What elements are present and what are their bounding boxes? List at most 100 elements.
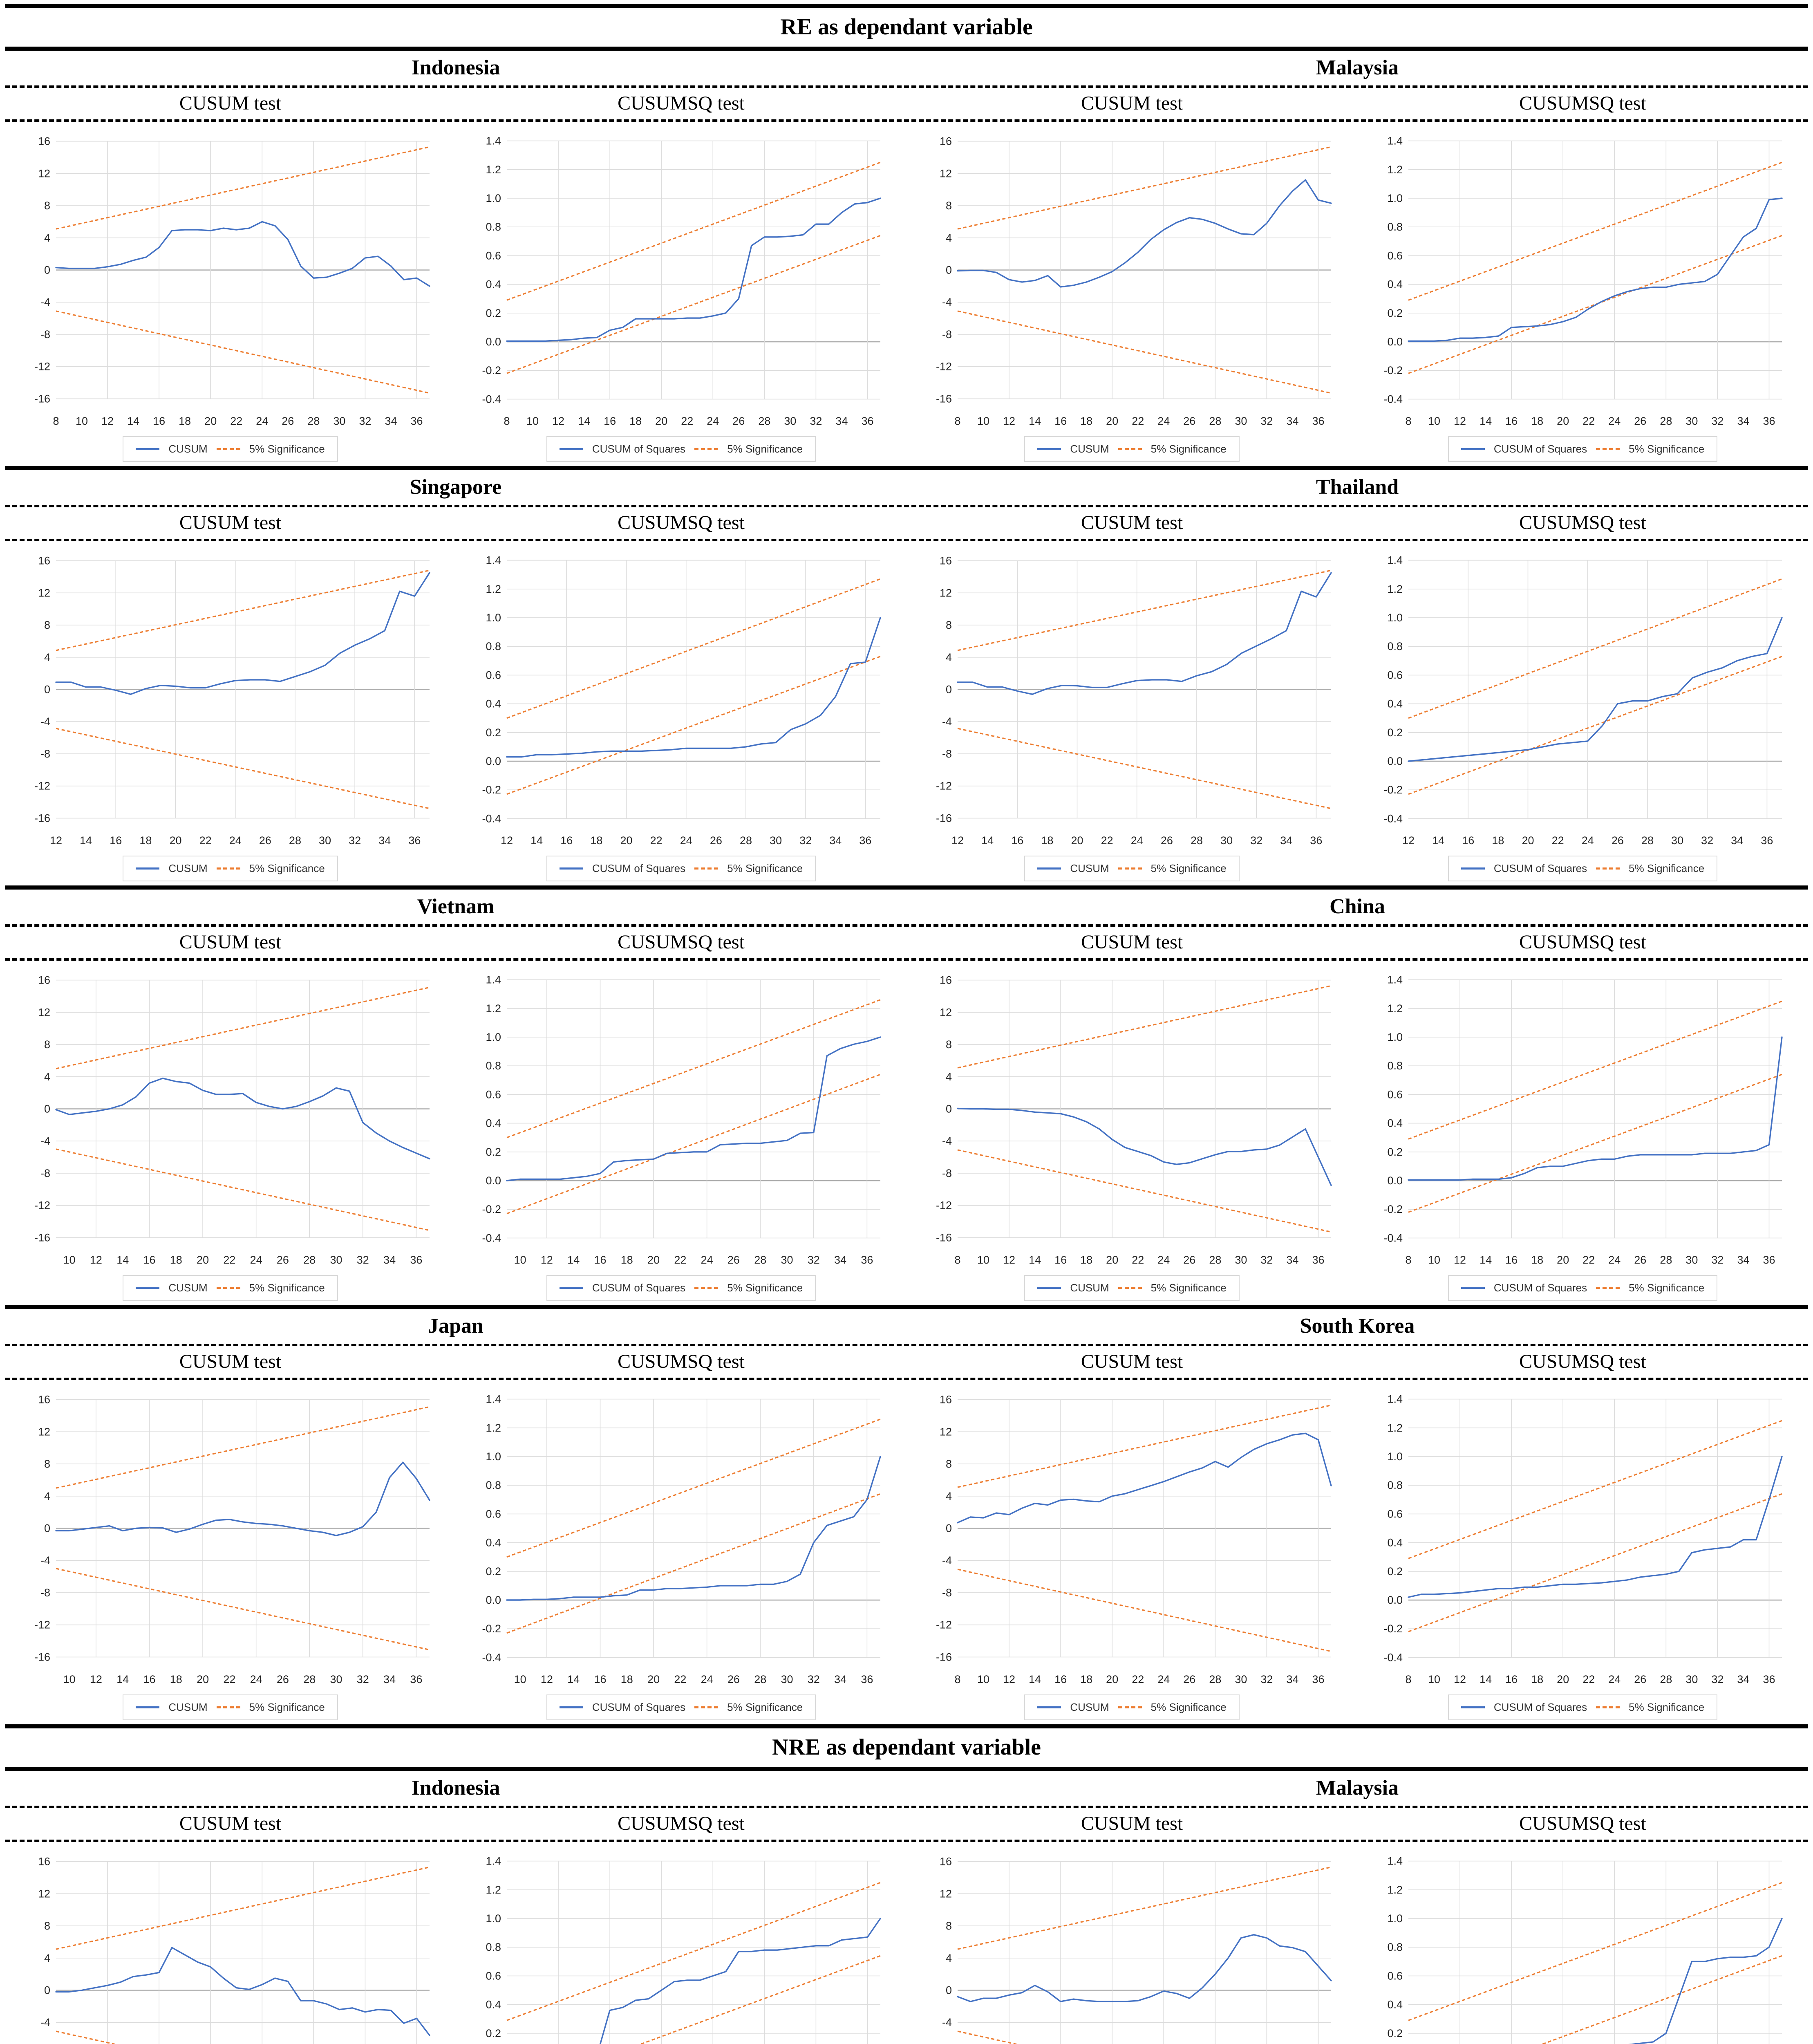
svg-text:1.2: 1.2 bbox=[486, 1884, 501, 1896]
chart-legend-wrap: CUSUM 5% Significance bbox=[906, 852, 1357, 881]
svg-text:24: 24 bbox=[229, 834, 241, 847]
country-header-singapore: Singapore bbox=[410, 475, 502, 499]
svg-text:28: 28 bbox=[1209, 1254, 1221, 1266]
dashed-rule bbox=[5, 539, 1808, 541]
chart-cell-china-cusum: 16 12 8 4 0 -4 -8 -12 -16 8 10 12 14 16 18 20 22 24 26 28 30… bbox=[906, 963, 1357, 1301]
svg-text:32: 32 bbox=[810, 415, 822, 427]
svg-text:0.2: 0.2 bbox=[486, 1146, 501, 1158]
series-line-sample bbox=[1461, 448, 1485, 450]
svg-text:20: 20 bbox=[1557, 415, 1569, 427]
svg-text:24: 24 bbox=[1130, 834, 1143, 847]
svg-text:10: 10 bbox=[1428, 415, 1440, 427]
svg-text:18: 18 bbox=[620, 1254, 633, 1266]
series-line-sample bbox=[1461, 1287, 1485, 1289]
dashed-rule bbox=[5, 1344, 1808, 1346]
svg-text:12: 12 bbox=[49, 834, 62, 847]
svg-text:18: 18 bbox=[1531, 1673, 1543, 1685]
chart-canvas-cusumsq: 1.4 1.2 1.0 0.8 0.6 0.4 0.2 0.0 -0.2 -0.4 12 14 16 18… bbox=[482, 554, 881, 847]
country-header-malaysia: Malaysia bbox=[1316, 1776, 1399, 1800]
svg-text:-0.2: -0.2 bbox=[482, 784, 501, 796]
svg-text:0.4: 0.4 bbox=[486, 1999, 501, 2011]
svg-text:10: 10 bbox=[63, 1254, 75, 1266]
test-header-0: CUSUM test bbox=[179, 1813, 282, 1834]
svg-text:1.0: 1.0 bbox=[1387, 1912, 1403, 1925]
svg-text:36: 36 bbox=[408, 834, 421, 847]
svg-text:18: 18 bbox=[590, 834, 602, 847]
significance-line-sample bbox=[694, 1287, 718, 1289]
svg-text:34: 34 bbox=[834, 1254, 846, 1266]
significance-line-sample bbox=[1118, 448, 1142, 450]
svg-text:16: 16 bbox=[594, 1254, 606, 1266]
svg-text:14: 14 bbox=[116, 1254, 129, 1266]
charts-row: 16 12 8 4 0 -4 -8 -12 -16 10 12 14 16 18 20 22 24 26 28 30 3… bbox=[5, 1380, 1808, 1724]
svg-text:10: 10 bbox=[977, 1254, 989, 1266]
test-header-3: CUSUMSQ test bbox=[1519, 931, 1646, 953]
chart-legend: CUSUM of Squares 5% Significance bbox=[546, 1275, 816, 1301]
svg-text:36: 36 bbox=[859, 834, 871, 847]
svg-text:16: 16 bbox=[110, 834, 122, 847]
chart-canvas-cusumsq: 1.41.21.00.80.60.40.20.0-0.2-0.481012141… bbox=[486, 1855, 881, 2044]
svg-text:0.0: 0.0 bbox=[486, 755, 501, 767]
svg-text:1.4: 1.4 bbox=[1387, 1393, 1403, 1405]
svg-text:16: 16 bbox=[1505, 1254, 1518, 1266]
svg-text:4: 4 bbox=[44, 1952, 50, 1964]
svg-text:8: 8 bbox=[954, 415, 960, 427]
test-header-0: CUSUM test bbox=[179, 931, 282, 953]
svg-text:32: 32 bbox=[1260, 1254, 1273, 1266]
chart-cell-indonesia-cusumsq: 1.41.21.00.80.60.40.20.0-0.2-0.481012141… bbox=[456, 1845, 906, 2044]
chart-cell-thailand-cusum: 16 12 8 4 0 -4 -8 -12 -16 12 14 16 18 20 22 24 26 28 30 32 3… bbox=[906, 544, 1357, 881]
chart-legend: CUSUM of Squares 5% Significance bbox=[546, 436, 816, 462]
significance-legend-label: 5% Significance bbox=[1150, 862, 1227, 874]
svg-text:28: 28 bbox=[1209, 415, 1221, 427]
svg-text:22: 22 bbox=[1132, 415, 1144, 427]
chart-cell-malaysia-cusumsq: 1.41.21.00.80.60.40.20.0-0.2-0.481012141… bbox=[1357, 1845, 1808, 2044]
svg-text:0.0: 0.0 bbox=[486, 336, 501, 348]
svg-text:16: 16 bbox=[1462, 834, 1474, 847]
chart-canvas-cusumsq: 1.4 1.2 1.0 0.8 0.6 0.4 0.2 0.0 -0.2 -0.4 10 12 14 16… bbox=[482, 1393, 881, 1685]
svg-text:30: 30 bbox=[319, 834, 331, 847]
test-header-3: CUSUMSQ test bbox=[1519, 512, 1646, 533]
chart-legend: CUSUM 5% Significance bbox=[1024, 1694, 1240, 1720]
significance-line-sample bbox=[1596, 448, 1620, 450]
svg-text:22: 22 bbox=[1132, 1673, 1144, 1685]
svg-text:16: 16 bbox=[939, 135, 951, 148]
chart-cell-singapore-cusum: 16 12 8 4 0 -4 -8 -12 -16 12 14 16 18 20 22 24 26 28 30 32 3… bbox=[5, 544, 456, 881]
series-line-sample bbox=[1461, 1706, 1485, 1708]
svg-text:12: 12 bbox=[939, 587, 951, 599]
test-header-3: CUSUMSQ test bbox=[1519, 92, 1646, 114]
svg-text:-4: -4 bbox=[942, 296, 951, 308]
chart-cell-south-korea-cusumsq: 1.4 1.2 1.0 0.8 0.6 0.4 0.2 0.0 -0.2 -0.4 8 10 12 14 1… bbox=[1357, 1383, 1808, 1720]
series-legend-label: CUSUM of Squares bbox=[592, 862, 686, 874]
svg-text:-0.2: -0.2 bbox=[482, 364, 501, 377]
svg-text:1.4: 1.4 bbox=[1387, 974, 1403, 986]
svg-text:8: 8 bbox=[945, 1920, 951, 1932]
svg-text:26: 26 bbox=[1634, 1673, 1646, 1685]
svg-text:8: 8 bbox=[945, 199, 951, 212]
chart-canvas-cusum: 16 12 8 4 0 -4 -8 -12 -16 10 12 14 16 18 20 22 24 26 28 30 3… bbox=[34, 974, 430, 1266]
svg-text:1.2: 1.2 bbox=[1387, 1422, 1403, 1434]
svg-text:0.4: 0.4 bbox=[1387, 1999, 1403, 2011]
chart-legend: CUSUM of Squares 5% Significance bbox=[1448, 436, 1718, 462]
svg-text:32: 32 bbox=[356, 1254, 369, 1266]
section-title: RE as dependant variable bbox=[780, 14, 1033, 40]
chart-legend-wrap: CUSUM of Squares 5% Significance bbox=[1357, 1272, 1808, 1301]
svg-text:-16: -16 bbox=[936, 1651, 951, 1663]
svg-text:0.2: 0.2 bbox=[486, 2027, 501, 2040]
svg-text:16: 16 bbox=[1054, 1254, 1067, 1266]
svg-text:16: 16 bbox=[939, 555, 951, 567]
chart-legend: CUSUM of Squares 5% Significance bbox=[1448, 856, 1718, 881]
svg-text:14: 14 bbox=[1029, 415, 1041, 427]
svg-text:36: 36 bbox=[1761, 834, 1773, 847]
svg-text:26: 26 bbox=[1160, 834, 1173, 847]
svg-text:14: 14 bbox=[1479, 415, 1492, 427]
svg-text:12: 12 bbox=[38, 587, 50, 599]
svg-text:10: 10 bbox=[977, 1673, 989, 1685]
svg-text:24: 24 bbox=[1608, 1254, 1621, 1266]
svg-text:30: 30 bbox=[333, 415, 345, 427]
svg-text:18: 18 bbox=[1492, 834, 1504, 847]
svg-text:16: 16 bbox=[38, 555, 50, 567]
chart-legend: CUSUM 5% Significance bbox=[1024, 856, 1240, 881]
svg-text:0.8: 0.8 bbox=[486, 1479, 501, 1491]
svg-text:-16: -16 bbox=[936, 1231, 951, 1244]
